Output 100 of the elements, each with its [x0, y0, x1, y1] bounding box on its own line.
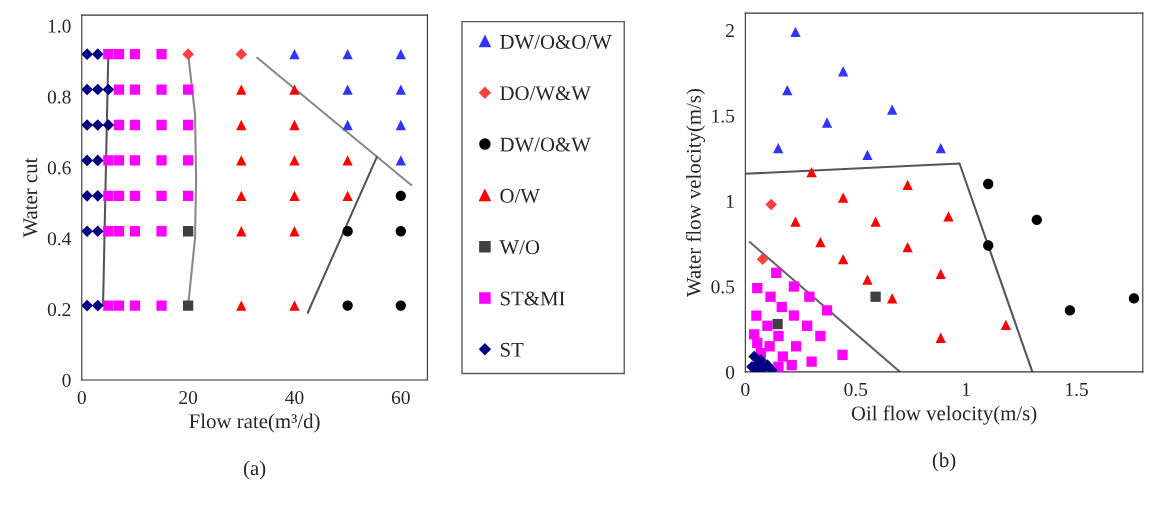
x-tick-label: 0.5 — [844, 382, 868, 397]
point — [113, 155, 125, 166]
point — [113, 226, 125, 237]
point — [862, 274, 873, 285]
y-tick-label: 0.4 — [47, 232, 72, 246]
point — [156, 84, 167, 95]
point — [289, 300, 300, 311]
point — [786, 359, 797, 371]
point — [887, 104, 898, 115]
legend-label: ST — [500, 342, 524, 357]
x-tick-label: 60 — [391, 390, 410, 405]
point — [113, 84, 125, 95]
legend-label: DW/O&O/W — [500, 34, 612, 50]
point — [156, 48, 167, 60]
point — [156, 190, 167, 201]
point — [764, 341, 775, 352]
point — [902, 179, 913, 190]
point — [113, 300, 125, 311]
point — [935, 332, 946, 343]
point — [236, 190, 247, 201]
point — [102, 119, 115, 131]
point — [342, 190, 353, 201]
point — [103, 48, 114, 60]
point — [771, 267, 782, 278]
point — [790, 341, 802, 352]
point — [1000, 319, 1012, 331]
point — [790, 216, 801, 227]
x-tick-label: 0 — [77, 390, 86, 405]
point — [236, 119, 247, 131]
point — [81, 299, 93, 312]
x-tick-label: 1.5 — [1066, 382, 1088, 397]
point — [773, 330, 784, 342]
point — [902, 242, 913, 253]
point — [129, 190, 141, 201]
y-tick-label: 1 — [726, 194, 734, 208]
point — [129, 84, 141, 95]
point — [182, 226, 194, 237]
y-tick-label: 0.8 — [47, 90, 71, 104]
point — [342, 119, 353, 131]
x-axis-title: Flow rate(m³/d) — [189, 413, 320, 433]
point — [862, 149, 873, 161]
y-tick-label: 0.6 — [47, 161, 71, 175]
point — [91, 299, 104, 312]
point — [103, 190, 114, 201]
point — [765, 198, 777, 211]
point — [815, 330, 826, 342]
y-tick-label: 1.0 — [48, 19, 71, 33]
point — [129, 155, 141, 166]
legend-label: DO/W&W — [500, 86, 591, 101]
y-tick-label: 0 — [725, 365, 735, 379]
point — [129, 119, 141, 131]
point — [751, 310, 762, 321]
point — [103, 300, 114, 311]
point — [752, 283, 763, 294]
point — [103, 155, 114, 166]
legend-label: DW/O&W — [500, 137, 591, 152]
legend-label: O/W — [500, 188, 540, 203]
point — [289, 84, 300, 95]
point — [81, 154, 93, 167]
x-tick-label: 20 — [179, 390, 198, 405]
point — [772, 318, 783, 330]
point — [777, 351, 789, 362]
point — [91, 119, 104, 131]
point — [806, 166, 817, 178]
legend-label: W/O — [499, 240, 540, 255]
point — [182, 119, 194, 131]
legend-label: ST&MI — [500, 291, 565, 306]
point — [395, 190, 406, 201]
point — [887, 293, 898, 304]
y-axis-title: Water cut — [23, 157, 38, 238]
point — [1064, 305, 1076, 316]
text: (a) — [243, 460, 266, 480]
point — [821, 117, 833, 128]
point — [182, 155, 194, 166]
x-tick-label: 0 — [741, 382, 750, 397]
point — [129, 300, 141, 311]
y-axis-title: Water flow velocity(m/s) — [685, 89, 706, 297]
y-tick-label: 2 — [726, 24, 734, 37]
point — [236, 84, 247, 95]
point — [113, 48, 125, 60]
point — [91, 154, 104, 167]
point — [236, 155, 247, 166]
point — [821, 305, 833, 316]
point — [1031, 214, 1042, 226]
point — [983, 240, 994, 251]
point — [748, 350, 760, 363]
point — [91, 48, 104, 60]
point — [804, 291, 815, 302]
point — [342, 155, 353, 166]
point — [788, 310, 800, 321]
point — [289, 119, 300, 131]
point — [342, 300, 353, 311]
point — [776, 301, 787, 313]
point — [342, 48, 353, 60]
point — [91, 190, 104, 202]
point — [91, 83, 104, 96]
point — [81, 225, 93, 238]
point — [838, 192, 849, 203]
point — [395, 84, 406, 95]
point — [129, 226, 141, 237]
